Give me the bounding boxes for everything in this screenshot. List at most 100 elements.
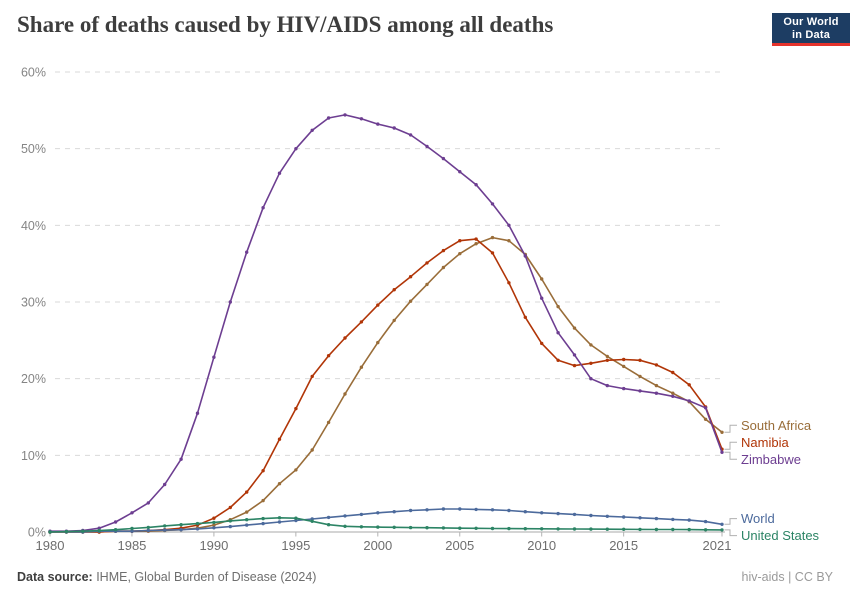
data-point-zimbabwe-2013[interactable] [589,377,593,381]
data-point-united-states-2008[interactable] [507,526,511,531]
data-point-united-states-1986[interactable] [146,525,150,530]
data-point-south-africa-2011[interactable] [556,304,560,309]
data-point-world-1993[interactable] [261,521,265,526]
data-point-world-1998[interactable] [343,514,347,518]
data-point-namibia-1999[interactable] [359,320,364,324]
data-point-namibia-2004[interactable] [441,248,446,253]
data-point-south-africa-2006[interactable] [474,242,478,246]
data-point-united-states-1984[interactable] [113,528,118,532]
data-point-united-states-1988[interactable] [179,523,183,527]
data-point-united-states-2000[interactable] [376,525,380,529]
data-point-zimbabwe-1997[interactable] [326,116,331,120]
data-point-south-africa-2017[interactable] [654,383,659,388]
data-point-zimbabwe-1989[interactable] [195,411,200,415]
data-point-world-2021[interactable] [720,522,724,526]
data-point-united-states-1999[interactable] [359,525,364,529]
data-point-world-2017[interactable] [654,516,659,521]
data-point-zimbabwe-2004[interactable] [441,156,446,161]
data-point-world-2007[interactable] [490,508,495,512]
data-point-world-2019[interactable] [687,518,691,522]
data-point-south-africa-2000[interactable] [376,340,380,345]
data-point-zimbabwe-1991[interactable] [228,300,232,304]
data-point-namibia-2014[interactable] [605,358,609,362]
data-point-united-states-2003[interactable] [425,526,429,530]
data-point-zimbabwe-2000[interactable] [376,122,380,126]
data-point-united-states-1987[interactable] [163,524,167,528]
data-point-namibia-1992[interactable] [245,490,249,494]
data-point-united-states-2013[interactable] [589,527,593,531]
data-point-south-africa-2020[interactable] [703,417,708,421]
data-point-south-africa-2012[interactable] [572,326,577,330]
data-point-united-states-2015[interactable] [622,527,626,531]
data-point-zimbabwe-1999[interactable] [359,117,364,121]
data-point-namibia-2000[interactable] [376,303,380,307]
data-point-world-2018[interactable] [671,517,675,522]
data-point-south-africa-2021[interactable] [720,430,724,434]
data-point-united-states-1985[interactable] [130,526,134,531]
data-point-zimbabwe-1995[interactable] [294,147,298,151]
data-point-united-states-1997[interactable] [326,523,331,527]
data-point-namibia-1993[interactable] [261,469,265,473]
legend-label-namibia[interactable]: Namibia [741,435,789,450]
data-point-south-africa-1990[interactable] [212,523,216,527]
data-point-zimbabwe-2001[interactable] [392,126,396,130]
data-point-namibia-1994[interactable] [277,437,282,441]
data-point-united-states-1998[interactable] [343,524,347,528]
data-point-south-africa-2003[interactable] [425,282,429,287]
data-point-namibia-1997[interactable] [326,354,331,358]
data-point-south-africa-2013[interactable] [589,343,593,347]
legend-label-south-africa[interactable]: South Africa [741,418,812,433]
data-point-south-africa-1992[interactable] [245,510,249,514]
data-point-united-states-2011[interactable] [556,527,560,531]
data-point-zimbabwe-2014[interactable] [605,383,609,388]
data-point-united-states-2018[interactable] [671,527,675,532]
data-point-namibia-2005[interactable] [458,239,462,243]
data-point-united-states-1991[interactable] [228,519,232,523]
data-point-world-1991[interactable] [228,524,232,529]
data-point-zimbabwe-2012[interactable] [572,353,577,357]
data-point-zimbabwe-2018[interactable] [671,394,675,398]
data-point-namibia-2003[interactable] [425,261,429,265]
data-point-namibia-2002[interactable] [408,275,413,279]
data-point-south-africa-2014[interactable] [605,354,609,359]
data-point-south-africa-2007[interactable] [490,235,495,240]
data-point-united-states-2005[interactable] [458,526,462,530]
data-point-south-africa-1997[interactable] [326,420,331,425]
data-point-namibia-2011[interactable] [556,358,560,362]
data-point-world-2008[interactable] [507,508,511,513]
data-point-world-2012[interactable] [572,512,577,517]
series-zimbabwe[interactable] [48,113,724,533]
data-point-namibia-2013[interactable] [589,361,593,365]
data-point-united-states-1992[interactable] [245,518,249,522]
data-point-south-africa-1996[interactable] [310,448,314,452]
data-point-zimbabwe-1992[interactable] [245,250,249,254]
data-point-zimbabwe-2006[interactable] [474,183,478,187]
data-point-zimbabwe-1986[interactable] [146,501,150,505]
data-point-world-2005[interactable] [458,507,462,511]
data-point-south-africa-2005[interactable] [458,252,462,256]
data-point-world-2001[interactable] [392,510,396,514]
data-point-world-1986[interactable] [146,528,150,533]
legend-label-zimbabwe[interactable]: Zimbabwe [741,452,801,467]
data-point-world-1997[interactable] [326,515,331,520]
data-point-united-states-1980[interactable] [48,530,52,534]
data-point-united-states-1990[interactable] [212,520,216,525]
data-point-world-2006[interactable] [474,507,478,512]
series-line-world[interactable] [49,508,723,533]
data-point-world-1992[interactable] [245,523,249,527]
data-point-world-2020[interactable] [703,519,708,524]
data-point-zimbabwe-1985[interactable] [130,511,134,515]
legend-label-united-states[interactable]: United States [741,528,820,543]
data-point-namibia-1990[interactable] [212,516,216,520]
data-point-zimbabwe-2020[interactable] [703,406,708,410]
data-point-zimbabwe-1988[interactable] [179,457,183,461]
data-point-zimbabwe-1993[interactable] [261,206,265,210]
data-point-south-africa-1998[interactable] [343,392,347,396]
data-point-namibia-1995[interactable] [294,406,298,411]
data-point-world-2002[interactable] [408,508,413,513]
series-south-africa[interactable] [48,235,724,534]
data-point-zimbabwe-2009[interactable] [523,254,527,258]
data-point-world-2000[interactable] [376,511,380,515]
data-point-united-states-1996[interactable] [310,519,314,523]
data-point-south-africa-1994[interactable] [277,482,282,486]
